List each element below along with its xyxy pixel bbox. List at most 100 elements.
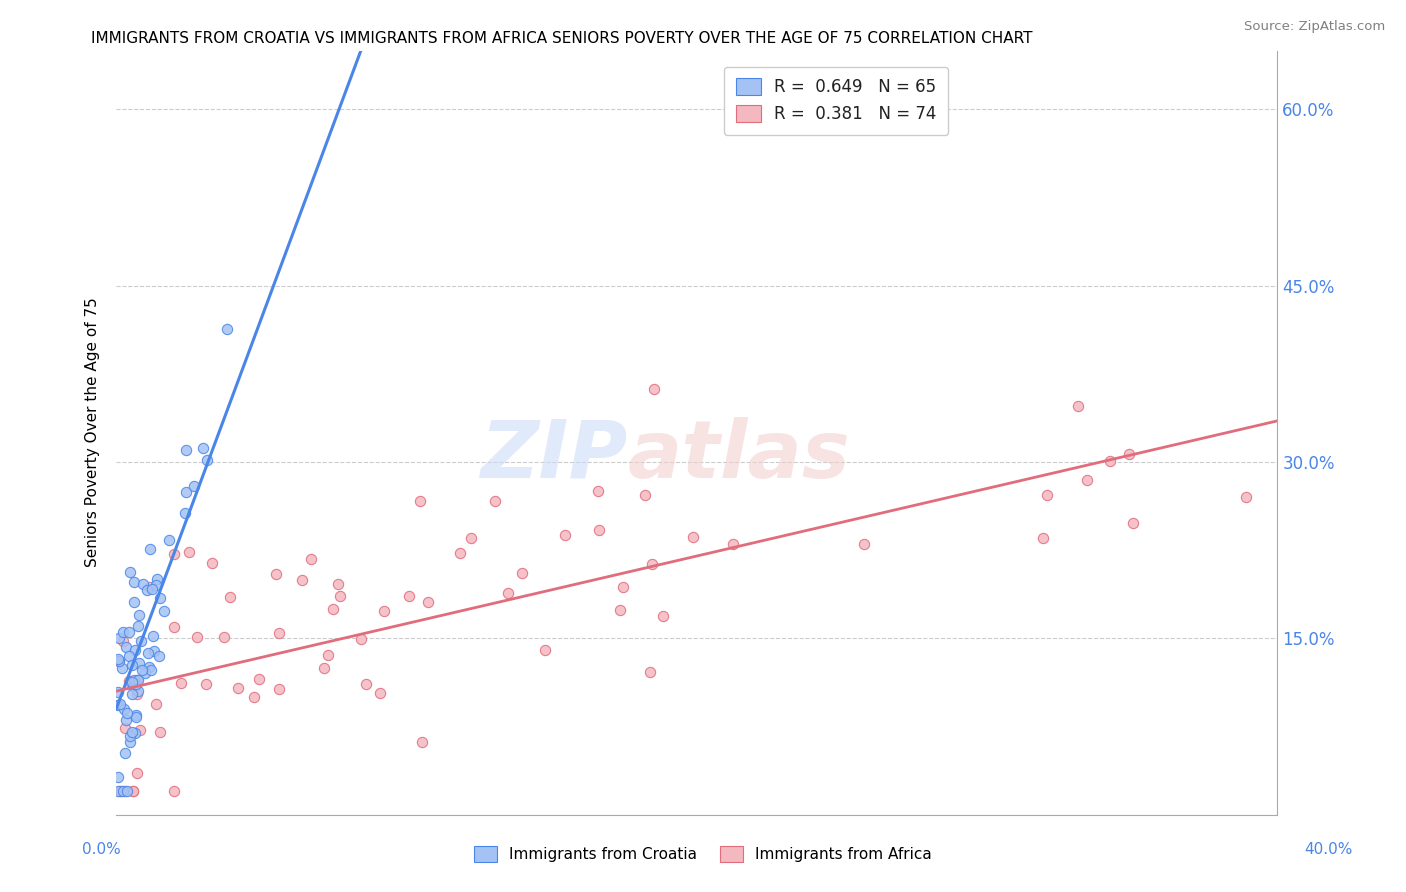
Point: [354, 677, 377, 691]
Point: [138, 580, 160, 594]
Point: [127, 673, 149, 688]
Point: [634, 488, 657, 502]
Point: [125, 677, 148, 691]
Point: [510, 566, 533, 580]
Point: [138, 646, 160, 660]
Point: [136, 583, 159, 598]
Point: [682, 530, 704, 544]
Point: [122, 784, 145, 798]
Point: [163, 548, 186, 562]
Point: [122, 673, 145, 688]
Text: 0.0%: 0.0%: [82, 842, 121, 856]
Text: Source: ZipAtlas.com: Source: ZipAtlas.com: [1244, 20, 1385, 33]
Point: [110, 697, 132, 711]
Point: [212, 630, 235, 644]
Point: [163, 784, 186, 798]
Point: [107, 770, 129, 784]
Text: atlas: atlas: [627, 417, 849, 494]
Point: [131, 663, 153, 677]
Point: [122, 574, 145, 589]
Point: [121, 674, 143, 689]
Point: [183, 478, 205, 492]
Point: [1118, 447, 1140, 461]
Point: [193, 441, 215, 455]
Text: ZIP: ZIP: [479, 417, 627, 494]
Point: [350, 632, 373, 647]
Point: [110, 784, 132, 798]
Point: [124, 643, 146, 657]
Point: [121, 784, 143, 798]
Point: [247, 673, 270, 687]
Point: [612, 580, 634, 594]
Point: [122, 595, 145, 609]
Point: [554, 528, 576, 542]
Point: [1234, 490, 1257, 504]
Point: [149, 591, 172, 606]
Point: [449, 546, 471, 560]
Point: [139, 663, 162, 677]
Point: [174, 485, 197, 500]
Text: 40.0%: 40.0%: [1305, 842, 1353, 856]
Point: [174, 506, 197, 520]
Point: [111, 633, 134, 648]
Point: [1032, 531, 1054, 545]
Point: [195, 452, 218, 467]
Point: [149, 725, 172, 739]
Point: [588, 523, 610, 537]
Point: [322, 602, 344, 616]
Point: [111, 661, 134, 675]
Point: [484, 494, 506, 508]
Point: [852, 537, 875, 551]
Point: [496, 586, 519, 600]
Point: [373, 604, 395, 618]
Point: [108, 654, 131, 668]
Point: [121, 657, 143, 672]
Point: [114, 721, 136, 735]
Point: [138, 660, 160, 674]
Point: [127, 684, 149, 698]
Point: [118, 674, 141, 689]
Point: [1036, 488, 1059, 502]
Point: [114, 784, 136, 798]
Point: [170, 675, 193, 690]
Point: [107, 698, 129, 713]
Point: [267, 681, 290, 696]
Point: [118, 624, 141, 639]
Point: [108, 784, 131, 798]
Point: [125, 687, 148, 701]
Point: [638, 665, 661, 679]
Point: [368, 686, 391, 700]
Point: [1122, 516, 1144, 530]
Point: [641, 557, 664, 571]
Point: [219, 591, 242, 605]
Point: [316, 648, 339, 663]
Point: [145, 697, 167, 711]
Point: [128, 723, 150, 738]
Point: [326, 576, 349, 591]
Point: [157, 533, 180, 547]
Point: [114, 713, 136, 727]
Point: [148, 648, 170, 663]
Point: [152, 605, 174, 619]
Point: [142, 629, 165, 643]
Point: [122, 679, 145, 693]
Point: [721, 537, 744, 551]
Point: [127, 766, 149, 780]
Point: [115, 640, 138, 654]
Point: [1067, 399, 1090, 413]
Point: [264, 566, 287, 581]
Point: [129, 633, 152, 648]
Point: [128, 657, 150, 671]
Point: [111, 625, 134, 640]
Point: [215, 322, 238, 336]
Point: [269, 625, 291, 640]
Point: [312, 660, 335, 674]
Point: [134, 666, 156, 681]
Point: [107, 784, 129, 798]
Point: [409, 493, 432, 508]
Point: [228, 681, 250, 695]
Point: [107, 652, 129, 666]
Point: [1076, 473, 1098, 487]
Point: [107, 631, 129, 645]
Point: [142, 644, 165, 658]
